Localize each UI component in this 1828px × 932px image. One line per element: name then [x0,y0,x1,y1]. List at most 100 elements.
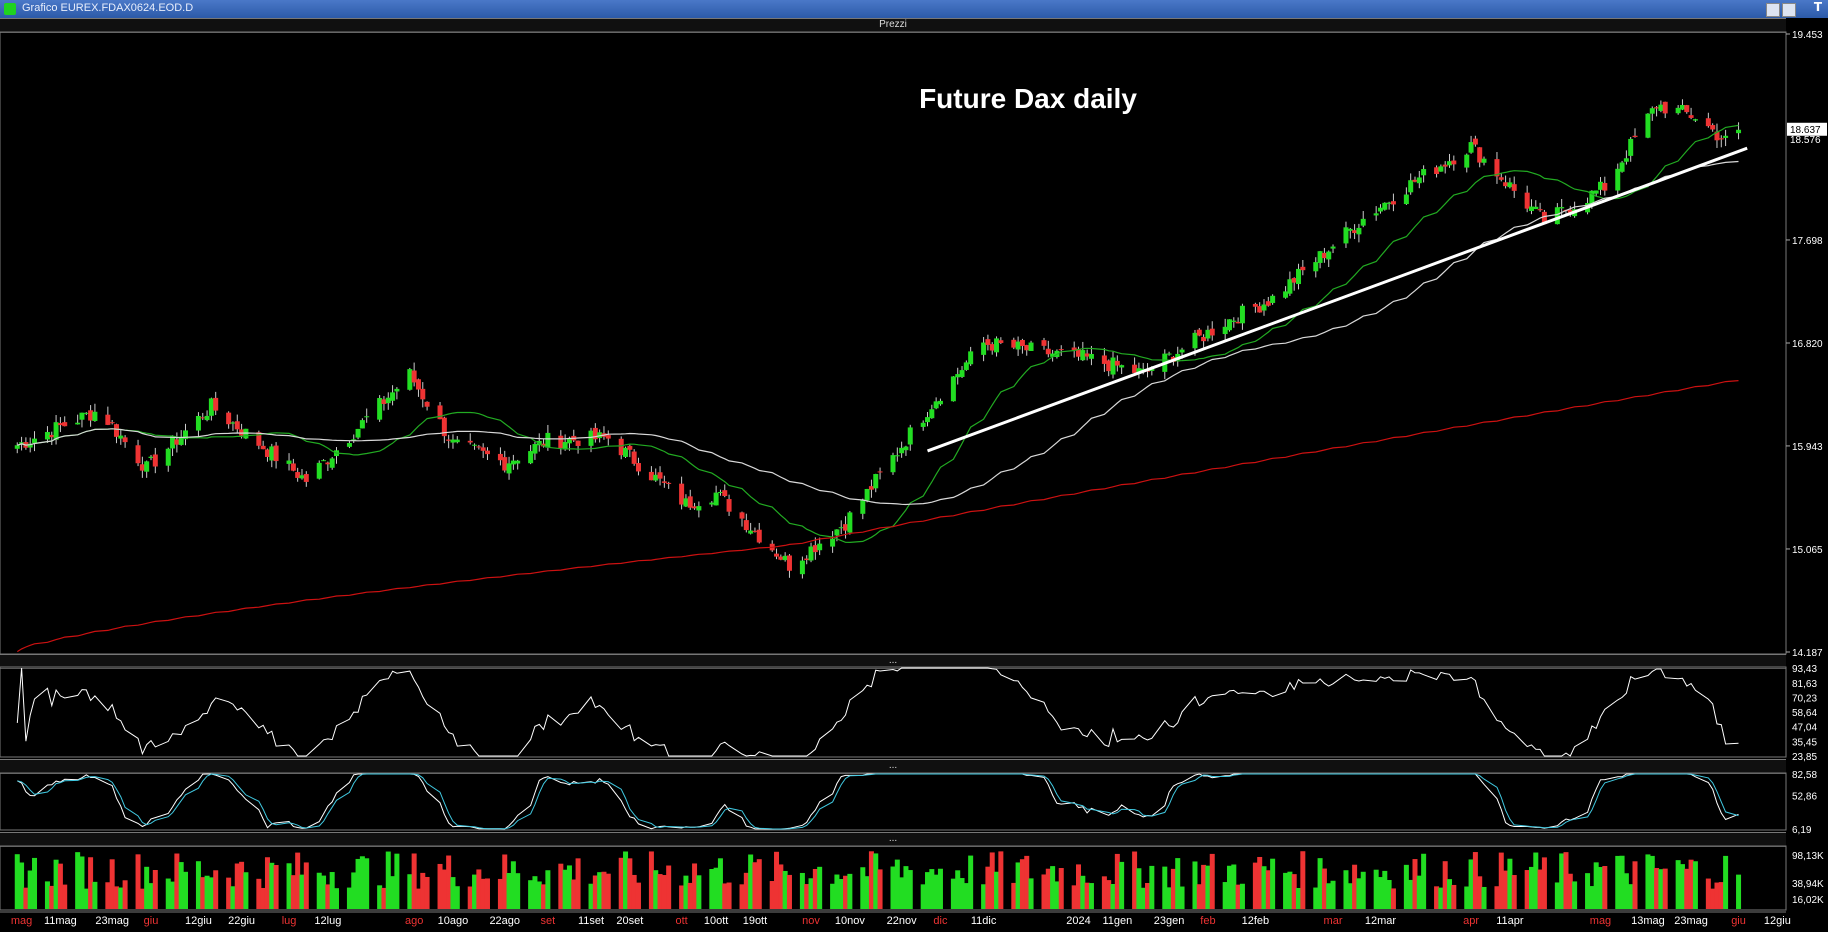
candle-body [1209,328,1215,336]
volume-bar [618,857,624,909]
candle-body [959,370,965,377]
toolbar-t-button[interactable]: T [1813,0,1822,14]
candle-body [528,451,534,464]
volume-bar [627,858,633,909]
volume-panel [14,851,1742,909]
stochastic-panel [17,773,1739,830]
candle-body [692,506,698,509]
volume-bar [1464,886,1470,909]
volume-bar [243,872,249,909]
candle-body [752,530,758,532]
volume-bar [1675,860,1681,909]
x-tick-label: nov [802,915,820,927]
candle-body [1343,227,1349,244]
candle-body [480,447,486,451]
maximize-button[interactable] [1782,3,1796,17]
candle-body [1321,252,1327,259]
candle-body [1019,340,1025,346]
x-tick-label: 12lug [314,915,341,927]
candle-body [1226,319,1232,331]
minimize-button[interactable] [1766,3,1780,17]
volume-bar [1283,872,1289,909]
volume-bar [1326,883,1332,909]
x-tick-label: 11apr [1496,915,1524,927]
oscillator-line [16,667,1739,757]
volume-bar [1442,861,1448,909]
candle-body [239,429,245,436]
candle-body [1231,320,1237,322]
volume-bar [894,859,900,909]
prev-price-label: 18.576 [1790,135,1821,146]
volume-bar [484,878,490,909]
x-tick-label: dic [933,915,948,927]
volume-bar [1015,862,1021,909]
volume-bar [62,884,68,909]
candle-body [1300,266,1306,271]
candle-body [1468,142,1474,153]
volume-bar [299,874,305,909]
candle-body [994,338,1000,353]
candle-body [1058,349,1064,351]
volume-bar [1132,851,1138,909]
x-tick-label: 11dic [971,915,997,927]
candle-body [843,524,849,531]
x-tick-label: 22nov [887,915,917,927]
volume-bar [1658,869,1664,909]
volume-bar [1511,875,1517,909]
volume-bar [588,883,594,909]
candle-body [968,351,974,365]
volume-tick-label: 16,02K [1792,895,1824,906]
candle-body [264,449,270,457]
volume-bar [1028,878,1034,909]
candle-body [748,530,754,534]
volume-bar [998,851,1004,909]
volume-bar [1058,868,1064,909]
volume-bar [786,874,792,909]
candle-body [450,439,456,443]
volume-bar [1119,861,1125,909]
volume-bar [1360,871,1366,909]
volume-bar [1649,855,1655,909]
candle-body [1438,166,1444,172]
candle-body [316,462,322,479]
candle-body [631,451,637,464]
volume-bar [623,851,629,909]
candle-body [1270,295,1276,303]
candle-body [541,443,547,447]
volume-bar [769,881,775,909]
volume-bar [1352,864,1358,909]
candle-body [411,370,417,383]
candle-body [1291,278,1297,283]
candle-body [666,482,672,484]
volume-bar [778,864,784,909]
candle-body [1317,251,1323,263]
volume-bar [968,855,974,909]
volume-bar [1632,861,1638,909]
candle-body [118,435,124,439]
volume-bar [1162,866,1168,909]
candle-body [49,434,55,438]
volume-bar [1296,887,1302,909]
volume-bar [83,888,89,909]
volume-bar [1533,852,1539,909]
candle-body [510,460,516,465]
candle-body [1421,169,1427,176]
volume-bar [256,878,262,909]
volume-bar [1438,887,1444,909]
volume-bar [877,869,883,909]
candle-body [1464,154,1470,168]
candle-body [696,506,702,511]
volume-bar [316,872,322,909]
candle-body [1373,213,1379,216]
x-tick-label: giu [1731,915,1746,927]
candle-body [1623,158,1629,162]
volume-bar [799,872,805,909]
candle-body [937,400,943,405]
volume-bar [756,859,762,909]
volume-bar [1412,859,1418,909]
stochastic-tick-label: 52,86 [1792,791,1817,802]
volume-bar [1071,885,1077,909]
candle-body [472,444,478,446]
candle-body [424,401,430,407]
